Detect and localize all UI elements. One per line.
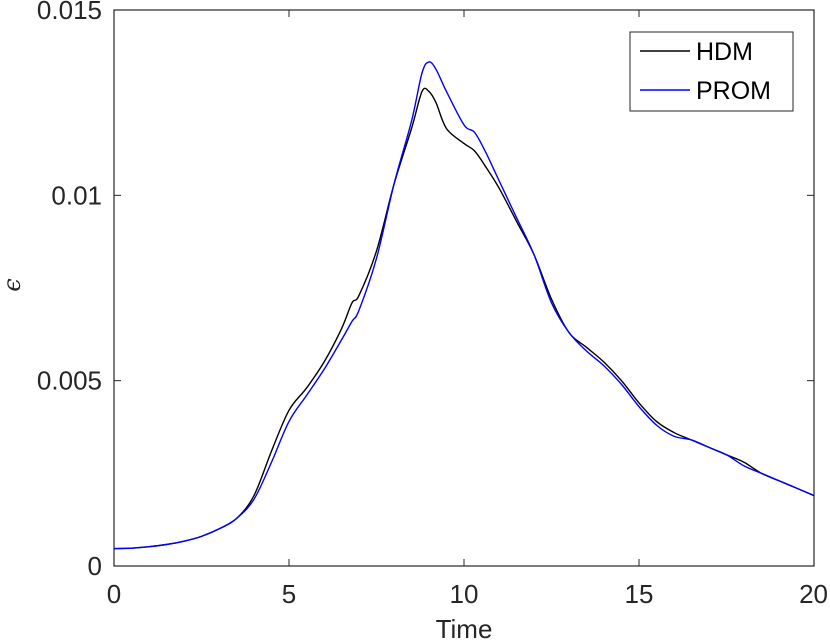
legend-box xyxy=(629,31,794,112)
x-tick-label: 0 xyxy=(107,579,121,609)
x-tick-label: 10 xyxy=(450,579,479,609)
legend-label-prom: PROM xyxy=(696,77,771,105)
y-axis-title: ϵ xyxy=(0,278,26,291)
legend: HDM PROM xyxy=(629,31,794,112)
y-tick-label: 0.01 xyxy=(51,180,102,210)
series-lines xyxy=(113,61,815,550)
y-axis-ticks: 0 0.005 0.01 0.015 xyxy=(37,0,814,581)
series-line-prom xyxy=(113,61,815,550)
y-tick-label: 0.005 xyxy=(37,366,102,396)
y-tick-label: 0.015 xyxy=(37,0,102,25)
legend-label-hdm: HDM xyxy=(696,38,753,66)
y-tick-label: 0 xyxy=(88,551,102,581)
x-axis-ticks: 0 5 10 15 20 xyxy=(107,10,828,609)
x-tick-label: 5 xyxy=(282,579,296,609)
x-axis-title: Time xyxy=(436,614,493,643)
x-tick-label: 15 xyxy=(625,579,654,609)
x-tick-label: 20 xyxy=(799,579,828,609)
